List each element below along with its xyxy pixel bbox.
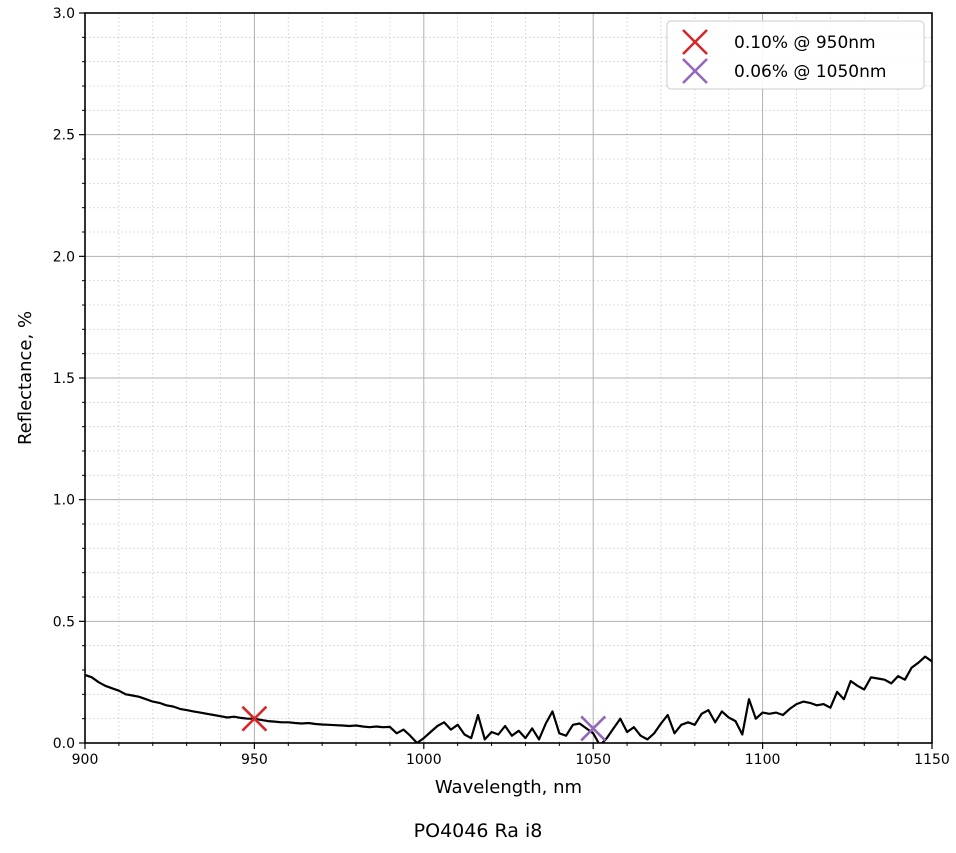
legend-box — [666, 20, 925, 90]
x-tick-label: 950 — [241, 752, 268, 768]
x-tick-label: 1150 — [914, 752, 950, 768]
figure-caption: PO4046 Ra i8 — [413, 820, 543, 842]
major-grid — [84, 12, 933, 744]
legend-marker-icon — [682, 58, 708, 84]
legend-label: 0.06% @ 1050nm — [734, 62, 886, 82]
x-tick-label: 1000 — [406, 752, 442, 768]
y-axis-title: Reflectance, % — [15, 311, 36, 445]
y-tick-label: 1.5 — [53, 371, 75, 387]
y-tick-label: 0.5 — [53, 614, 75, 630]
reflectance-line — [85, 655, 932, 743]
data-marker — [241, 705, 268, 732]
data-marker — [580, 715, 607, 742]
x-tick-label: 1100 — [745, 752, 781, 768]
y-tick-label: 2.5 — [53, 128, 75, 144]
series-line — [85, 655, 932, 743]
x-axis-ticks: 900 950 1000 1050 1100 1150 — [72, 743, 950, 768]
y-axis-ticks: 0.0 0.5 1.0 1.5 2.0 2.5 3.0 — [53, 6, 85, 752]
legend-marker-icon — [682, 29, 708, 55]
x-tick-label: 900 — [72, 752, 99, 768]
legend: 0.10% @ 950nm 0.06% @ 1050nm — [666, 20, 925, 90]
highlight-markers — [241, 705, 607, 742]
y-tick-label: 0.0 — [53, 736, 75, 752]
y-tick-label: 3.0 — [53, 6, 75, 22]
y-tick-label: 2.0 — [53, 249, 75, 265]
x-tick-label: 1050 — [575, 752, 611, 768]
legend-label: 0.10% @ 950nm — [734, 33, 876, 53]
y-tick-label: 1.0 — [53, 493, 75, 509]
x-axis-title: Wavelength, nm — [435, 777, 582, 798]
